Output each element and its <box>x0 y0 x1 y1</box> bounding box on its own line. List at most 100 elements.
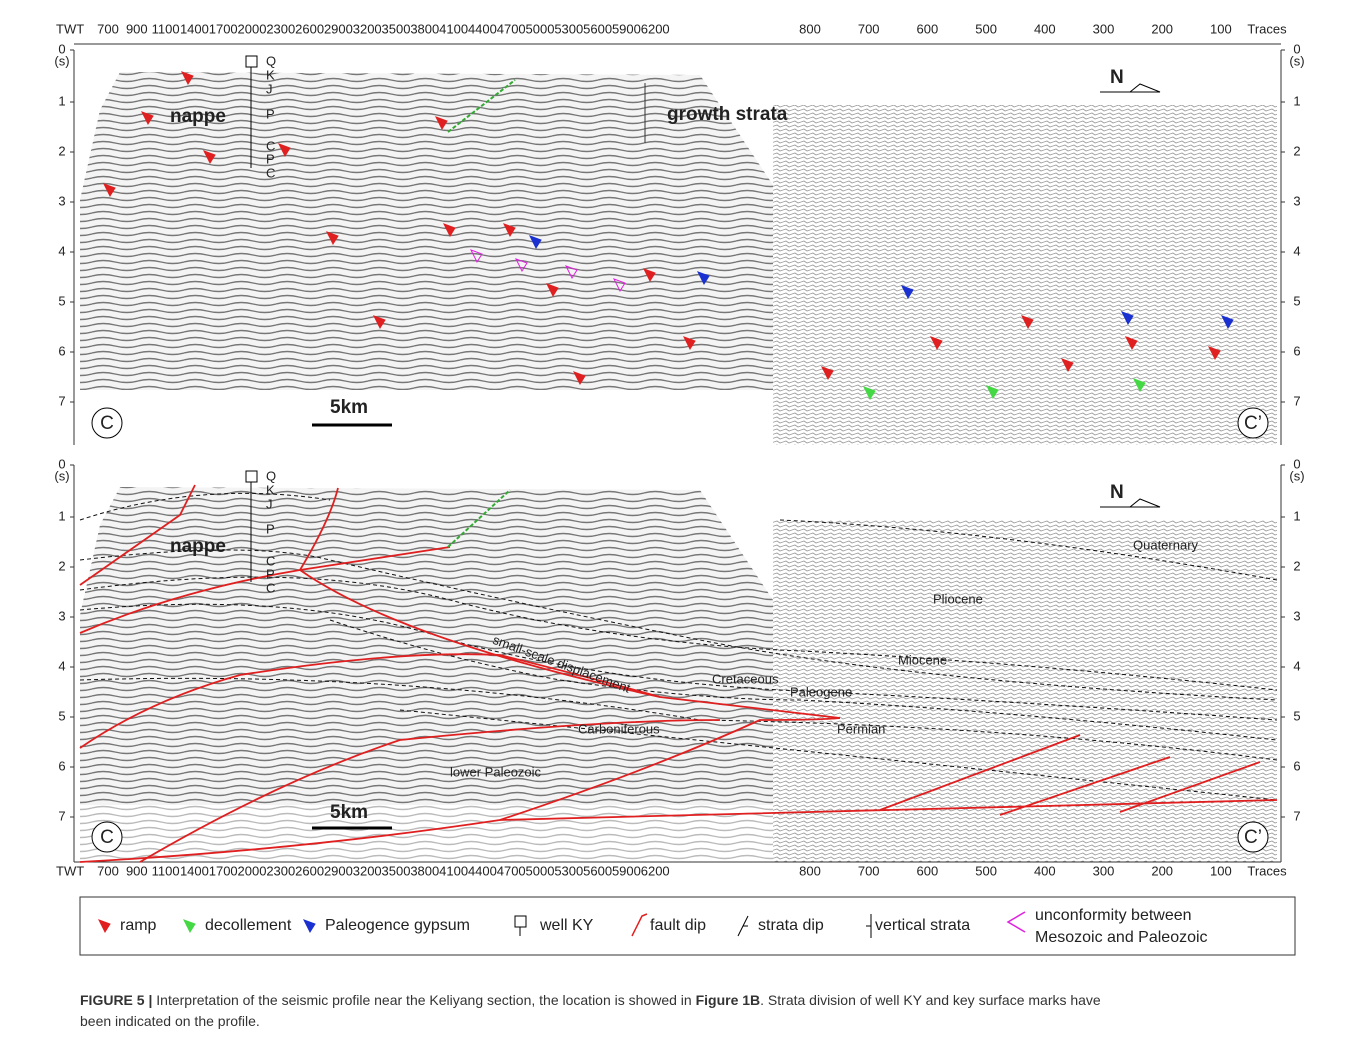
well-label: P <box>266 151 275 166</box>
time-label: 2 <box>1293 143 1300 158</box>
marker-arrow <box>1132 378 1146 393</box>
trace-label: 1400 <box>180 21 209 36</box>
time-label: 4 <box>1293 658 1300 673</box>
marker-arrow <box>102 183 116 198</box>
marker-arrow <box>325 231 339 246</box>
seismic-right <box>773 520 1277 862</box>
trace-label: 4100 <box>439 863 468 878</box>
well-label: C <box>266 580 275 595</box>
trace-label: 5900 <box>612 21 641 36</box>
time-label: 3 <box>58 193 65 208</box>
marker-arrow <box>696 271 710 286</box>
marker-arrow <box>612 278 626 293</box>
trace-label: 5000 <box>526 21 555 36</box>
unit-label: Miocene <box>898 652 947 667</box>
marker-arrow <box>900 285 914 300</box>
well-label: K <box>266 482 275 497</box>
trace-label: 4100 <box>439 21 468 36</box>
trace-label: 700 <box>97 21 119 36</box>
well-label: K <box>266 67 275 82</box>
caption-ref: Figure 1B <box>695 992 761 1008</box>
trace-label: 2900 <box>324 863 353 878</box>
trace-label: 300 <box>1093 863 1115 878</box>
time-label: 2 <box>1293 558 1300 573</box>
time-label: 1 <box>1293 93 1300 108</box>
faults <box>79 484 1278 863</box>
end-mark <box>91 407 123 439</box>
trace-label: 800 <box>799 863 821 878</box>
label: nappe <box>170 536 226 557</box>
unit-label: lower Paleozoic <box>450 764 542 779</box>
seismic-figure: nappe growth strata N 5km C C’ nappe N 5… <box>54 21 1305 956</box>
trace-label: 1700 <box>209 21 238 36</box>
time-label: 5 <box>1293 293 1300 308</box>
time-label: 6 <box>1293 758 1300 773</box>
north-mark <box>1100 83 1161 93</box>
legend-label: unconformity between <box>1035 907 1192 924</box>
well-label: C <box>266 553 275 568</box>
time-label: 0 <box>58 41 65 56</box>
marker-arrow <box>820 366 834 381</box>
axis-title: TWT <box>56 21 84 36</box>
trace-label: 700 <box>858 21 880 36</box>
time-label: 0 <box>1293 41 1300 56</box>
trace-label: 2600 <box>295 863 324 878</box>
marker-arrow <box>1020 315 1034 330</box>
trace-label: 4700 <box>497 863 526 878</box>
trace-label: 6200 <box>641 21 670 36</box>
horizons <box>79 492 1278 801</box>
end-mark <box>1237 407 1269 439</box>
label: nappe <box>170 106 226 127</box>
legend-well <box>514 915 527 928</box>
legend-label: strata dip <box>758 917 824 934</box>
end-mark <box>91 821 123 853</box>
green-line <box>447 79 516 133</box>
trace-label: 600 <box>917 863 939 878</box>
trace-label: 3500 <box>382 21 411 36</box>
time-label: 6 <box>58 343 65 358</box>
well-label: C <box>266 165 275 180</box>
trace-label: 2600 <box>295 21 324 36</box>
unit-label: Carboniferous <box>578 721 660 736</box>
trace-label: 5000 <box>526 863 555 878</box>
unit-label: Cretaceous <box>712 671 779 686</box>
green-line <box>447 489 511 548</box>
marker-arrow <box>277 143 291 158</box>
marker-arrow <box>642 268 656 283</box>
end-label: C <box>100 413 114 434</box>
trace-label: 1100 <box>152 21 180 36</box>
trace-unit: Traces <box>1247 21 1287 36</box>
marker-arrow <box>1220 315 1234 330</box>
well <box>245 470 258 483</box>
trace-label: 3500 <box>382 863 411 878</box>
time-label: 4 <box>58 243 65 258</box>
trace-label: 500 <box>975 21 997 36</box>
trace-label: 900 <box>126 863 148 878</box>
trace-label: 4700 <box>497 21 526 36</box>
seismic-left-texture <box>80 72 773 390</box>
marker-arrow <box>434 116 448 131</box>
scale: 5km <box>330 802 368 823</box>
legend-label: fault dip <box>650 917 706 934</box>
time-label: 6 <box>1293 343 1300 358</box>
north-mark <box>1100 498 1161 508</box>
legend-strata <box>737 915 749 937</box>
caption-text: Interpretation of the seismic profile ne… <box>152 992 696 1008</box>
time-unit: (s) <box>54 53 69 68</box>
marker-arrow <box>182 919 196 934</box>
trace-label: 200 <box>1151 21 1173 36</box>
north: N <box>1110 67 1124 88</box>
well-label: Q <box>266 468 276 483</box>
time-label: 3 <box>58 608 65 623</box>
axis-title: TWT <box>56 863 84 878</box>
well-label: P <box>266 566 275 581</box>
well-label: J <box>266 81 273 96</box>
well <box>245 55 258 68</box>
trace-label: 1700 <box>209 863 238 878</box>
marker-arrow <box>442 223 456 238</box>
marker-arrow <box>302 919 316 934</box>
caption-label: FIGURE 5 | <box>80 992 153 1008</box>
legend-label: well KY <box>539 917 594 934</box>
well-label: J <box>266 496 273 511</box>
time-label: 7 <box>1293 808 1300 823</box>
